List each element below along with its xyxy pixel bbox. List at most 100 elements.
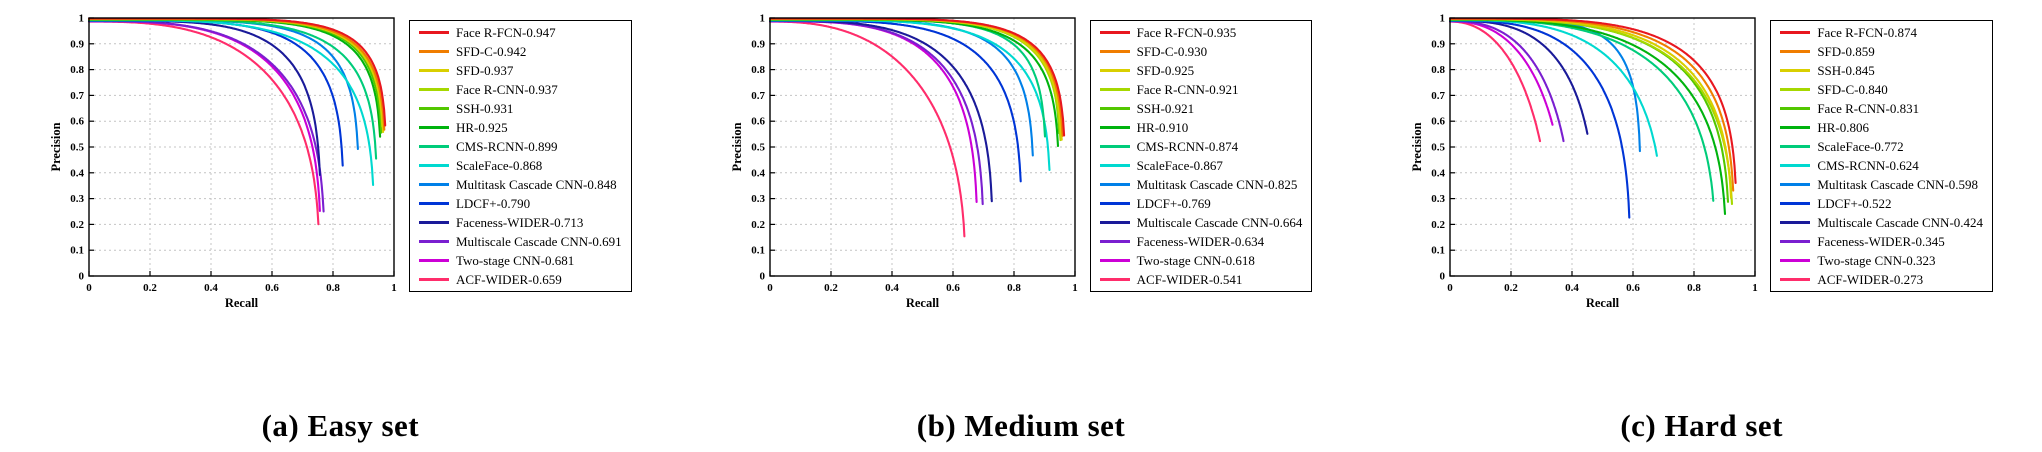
svg-text:0.1: 0.1 [70,245,84,257]
svg-text:0.4: 0.4 [1432,167,1446,179]
legend-entry: SFD-0.859 [1780,45,1983,58]
y-axis-label: Precision [49,122,63,171]
legend-entry: Multitask Cascade CNN-0.848 [418,178,622,191]
pr-curve-sfd [87,17,385,133]
legend-entry: ACF-WIDER-0.273 [1780,273,1983,286]
legend-entry: CMS-RCNN-0.624 [1780,159,1983,172]
svg-text:0: 0 [86,282,92,294]
legend-line-swatch [1099,31,1130,34]
legend-line-swatch [418,50,449,53]
legend-label: ACF-WIDER-0.659 [455,272,562,287]
svg-text:0: 0 [759,271,765,283]
pr-plot-hard: 0 0.2 0.4 0.6 0.8 1 0 0.1 0.2 0.3 0.4 0.5 0.6 0.7 0.8 0… [1410,13,1758,311]
legend-line-swatch [1099,50,1130,53]
pr-curve-face-r-fcn [1449,17,1737,184]
svg-text:0.2: 0.2 [143,282,157,294]
pr-curve-multiscale-cascade-cnn [87,20,325,213]
pr-curve-acf-wider [87,20,320,226]
legend-label: SFD-0.925 [1136,63,1195,78]
legend-entry: HR-0.925 [418,121,622,134]
legend-line-swatch [1099,221,1130,224]
legend-entry: SFD-0.925 [1099,63,1303,78]
legend-label: Faceness-WIDER-0.345 [1817,234,1945,249]
legend-entry: Faceness-WIDER-0.634 [1099,234,1303,249]
svg-text:0.4: 0.4 [751,167,765,179]
grid [769,18,1075,276]
svg-text:0.9: 0.9 [1432,38,1446,50]
svg-text:0.6: 0.6 [751,116,765,128]
x-axis-label: Recall [905,296,939,310]
axes: 0 0.2 0.4 0.6 0.8 1 0 0.1 0.2 0.3 0.4 0.5 0.6 0.7 0.8 0… [49,13,397,311]
legend-label: SSH-0.931 [455,101,514,116]
pr-curves [1449,17,1737,219]
pr-curve-ldcf- [1449,19,1631,219]
legend-label: CMS-RCNN-0.624 [1817,158,1919,173]
legend-label: ScaleFace-0.772 [1817,139,1904,154]
legend-line-swatch [418,88,449,91]
legend-line-swatch [1099,126,1130,129]
legend-entry: HR-0.806 [1780,121,1983,134]
pr-curve-cms-rcnn [1449,19,1659,157]
legend-label: HR-0.910 [1136,120,1189,135]
legend-label: CMS-RCNN-0.899 [455,139,558,154]
legend-entry: ScaleFace-0.772 [1780,140,1983,153]
svg-text:0.2: 0.2 [70,219,84,231]
legend-line-swatch [418,202,449,205]
legend-line-swatch [1780,221,1811,224]
pr-curve-cms-rcnn [768,18,1046,138]
legend-entry: Faceness-WIDER-0.713 [418,216,622,229]
svg-text:0.5: 0.5 [751,142,765,154]
legend-label: Multiscale Cascade CNN-0.424 [1817,215,1984,230]
legend-label: SFD-C-0.840 [1817,82,1888,97]
legend-line-swatch [1099,202,1130,205]
svg-text:0.8: 0.8 [326,282,340,294]
legend-line-swatch [1780,278,1811,281]
legend-label: Face R-CNN-0.921 [1136,82,1239,97]
y-axis-label: Precision [730,122,744,171]
svg-text:0: 0 [767,282,773,294]
legend-entry: SSH-0.845 [1780,64,1983,77]
legend-line-swatch [418,107,449,110]
legend-entry: SFD-0.937 [418,64,622,77]
svg-text:0.4: 0.4 [204,282,218,294]
legend-label: Faceness-WIDER-0.634 [1136,234,1265,249]
svg-text:0.3: 0.3 [751,193,765,205]
y-axis-label: Precision [1410,122,1424,171]
legend-entry: SSH-0.931 [418,101,622,116]
legend-line-swatch [1099,69,1130,72]
axes: 0 0.2 0.4 0.6 0.8 1 0 0.1 0.2 0.3 0.4 0.5 0.6 0.7 0.8 0… [1410,13,1758,311]
legend-label: Face R-FCN-0.947 [455,25,556,40]
svg-text:0.2: 0.2 [751,219,765,231]
svg-text:0.4: 0.4 [70,167,84,179]
legend-label: ACF-WIDER-0.273 [1817,272,1924,287]
panel-hard-set: 0 0.2 0.4 0.6 0.8 1 0 0.1 0.2 0.3 0.4 0.5 0.6 0.7 0.8 0… [1361,0,2042,452]
svg-text:0.8: 0.8 [1687,282,1701,294]
pr-curve-hr [1449,18,1727,215]
pr-curve-two-stage-cnn [768,20,978,203]
pr-curve-acf-wider [768,20,966,238]
legend-label: Two-stage CNN-0.618 [1136,253,1255,268]
svg-text:0.2: 0.2 [1504,282,1518,294]
legend-label: LDCF+-0.790 [455,196,531,211]
legend-entry: ScaleFace-0.868 [418,159,622,172]
legend-line-swatch [1780,259,1811,262]
svg-text:1: 1 [1753,282,1759,294]
legend-line-swatch [1099,240,1130,243]
svg-text:0: 0 [1440,271,1446,283]
pr-curve-sfd-c [1449,18,1734,206]
legend-label: SFD-0.859 [1817,44,1875,59]
legend-label: Face R-CNN-0.831 [1817,101,1920,116]
pr-curve-hr [87,18,382,138]
legend-line-swatch [1780,145,1811,148]
legend-line-swatch [1099,107,1130,110]
legend-label: LDCF+-0.769 [1136,196,1211,211]
legend-entry: ScaleFace-0.867 [1099,159,1303,172]
pr-curve-sfd-c [87,17,386,131]
chart-row-hard: 0 0.2 0.4 0.6 0.8 1 0 0.1 0.2 0.3 0.4 0.5 0.6 0.7 0.8 0… [1410,6,1994,318]
svg-text:0: 0 [78,271,84,283]
legend-entry: Face R-FCN-0.874 [1780,26,1983,39]
axes: 0 0.2 0.4 0.6 0.8 1 0 0.1 0.2 0.3 0.4 0.5 0.6 0.7 0.8 0… [730,13,1078,311]
legend-medium: Face R-FCN-0.935 SFD-C-0.930 SFD-0.925 Face… [1089,20,1313,292]
pr-curve-two-stage-cnn [87,20,321,212]
grid [88,18,394,276]
